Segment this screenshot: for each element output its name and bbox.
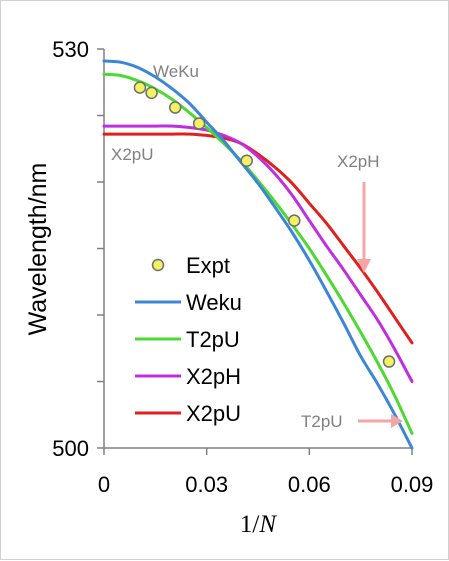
expt-point: [133, 81, 147, 94]
series-line-x2pu: [102, 132, 414, 345]
x-axis-title: 1/N: [240, 511, 277, 538]
annotation-weku: WeKu: [153, 62, 199, 81]
legend: Expt Weku T2pU X2pH X2pU: [135, 253, 242, 426]
series-line-weku: [102, 59, 414, 450]
y-axis-title: Wavelength/nm: [24, 163, 52, 336]
legend-label-weku: Weku: [186, 290, 242, 315]
legend-swatch-expt: [151, 258, 165, 272]
annotation-x2pu: X2pU: [111, 145, 154, 164]
y-axis-ticks: 500 530: [52, 37, 104, 461]
y-tick-label: 530: [52, 37, 89, 62]
legend-label-x2ph: X2pH: [186, 364, 241, 389]
x-tick-label: 0.09: [391, 472, 434, 497]
x-tick-label: 0.03: [185, 472, 228, 497]
series-line-x2ph: [102, 124, 414, 383]
legend-label-x2pu: X2pU: [186, 401, 241, 426]
expt-point: [240, 154, 253, 167]
expt-point: [145, 86, 158, 100]
expt-markers: [133, 81, 396, 368]
annotation-t2pu-arrow: [358, 414, 403, 428]
y-tick-label: 500: [52, 436, 89, 461]
x-tick-label: 0.06: [288, 472, 331, 497]
expt-point: [382, 355, 396, 368]
series-lines: [102, 59, 414, 450]
legend-label-t2pu: T2pU: [186, 327, 240, 352]
expt-point: [168, 101, 182, 114]
annotation-t2pu: T2pU: [301, 412, 343, 431]
series-line-t2pu: [102, 72, 414, 435]
expt-point: [192, 117, 206, 130]
annotation-x2ph: X2pH: [337, 152, 380, 171]
x-axis-ticks: 0 0.03 0.06 0.09: [98, 448, 434, 497]
legend-label-expt: Expt: [186, 253, 230, 278]
expt-point: [288, 214, 301, 227]
x-tick-label: 0: [98, 472, 110, 497]
annotation-x2ph-arrow: [357, 182, 371, 273]
